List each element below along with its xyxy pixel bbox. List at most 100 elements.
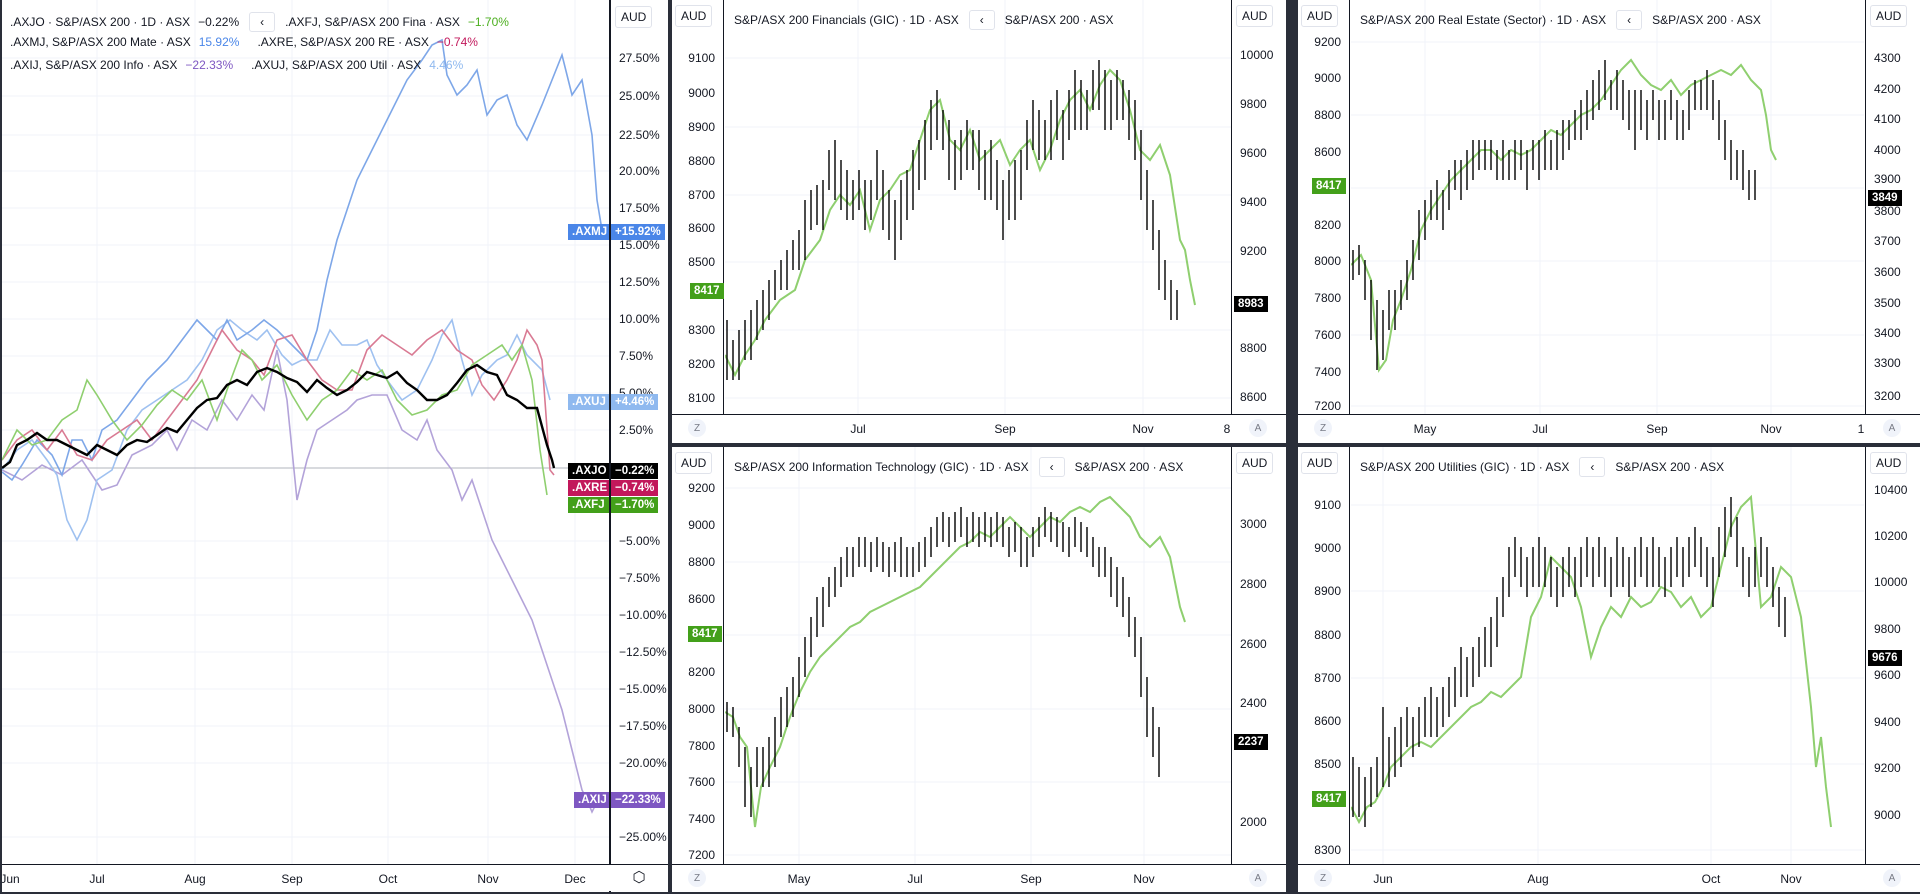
financials-chart-svg [725,0,1231,414]
legend-main-change: −0.22% [198,15,240,29]
right-price-axis[interactable]: AUD 10000 9800 9600 9400 9200 8800 8600 … [1231,0,1286,414]
left-price-axis[interactable]: AUD 9100 9000 8900 8800 8700 8600 8500 8… [672,0,724,414]
comparison-chart-svg [2,0,609,864]
legend-compare-axuj[interactable]: .AXUJ, S&P/ASX 200 Util · ASX [251,58,422,72]
currency-label-left[interactable]: AUD [1301,452,1339,474]
time-axis[interactable]: Z Jun Aug Oct Nov A [1298,864,1920,891]
right-price-axis[interactable]: AUD 4300 4200 4100 4000 3900 3800 3700 3… [1865,0,1920,414]
series-title[interactable]: S&P/ASX 200 Financials (GIC) · 1D · ASX [734,13,959,27]
y-tick: 3400 [1874,326,1901,340]
badge-axjo-symbol: .AXJO [568,463,611,479]
currency-label-right[interactable]: AUD [1236,452,1274,474]
zoom-z-button[interactable]: Z [1314,419,1332,437]
series-title[interactable]: S&P/ASX 200 Real Estate (Sector) · 1D · … [1360,13,1607,27]
compare-series-title[interactable]: S&P/ASX 200 · ASX [1652,13,1761,27]
badge-axuj-symbol: .AXUJ [568,394,610,410]
realestate-plot-area[interactable] [1351,0,1864,414]
auto-scale-a-button[interactable]: A [1883,419,1901,437]
y-tick: 9000 [688,86,715,100]
currency-label-left[interactable]: AUD [1301,5,1339,27]
utilities-plot-area[interactable] [1351,447,1864,864]
y-tick: 3000 [1240,517,1267,531]
legend-compare-axfj[interactable]: .AXFJ, S&P/ASX 200 Fina · ASX [285,15,460,29]
compare-series-title[interactable]: S&P/ASX 200 · ASX [1615,460,1725,474]
legend-axfj-change: −1.70% [467,15,509,29]
currency-label-right[interactable]: AUD [1236,5,1274,27]
compare-series-title[interactable]: S&P/ASX 200 · ASX [1074,460,1184,474]
x-tick: Oct [378,872,398,886]
x-tick: May [787,872,811,886]
legend-row-1: .AXJO · S&P/ASX 200 · 1D · ASX −0.22% ‹ … [10,12,509,32]
y-tick: 8200 [688,665,715,679]
infotech-plot-area[interactable] [725,447,1231,864]
y-tick: 2600 [1240,637,1267,651]
y-tick: 8500 [1314,757,1341,771]
left-price-axis[interactable]: AUD 9100 9000 8900 8800 8700 8600 8500 8… [1298,447,1350,864]
right-price-axis[interactable]: AUD 3000 2800 2600 2400 2000 2237 [1231,447,1286,864]
comparison-chart-panel[interactable]: .AXJO · S&P/ASX 200 · 1D · ASX −0.22% ‹ … [2,0,668,892]
currency-label-left[interactable]: AUD [675,452,713,474]
y-tick: 3700 [1874,234,1901,248]
legend-axmj-change: 15.92% [198,35,240,49]
compare-series-title[interactable]: S&P/ASX 200 · ASX [1004,13,1114,27]
percent-price-axis[interactable]: AUD 27.50% 25.00% 22.50% 20.00% 17.50% 1… [611,0,668,864]
y-tick: 8600 [1314,714,1341,728]
legend-compare-axre[interactable]: .AXRE, S&P/ASX 200 RE · ASX [257,35,429,49]
settings-icon[interactable]: ⬡ [632,869,646,886]
y-tick: 8800 [1314,628,1341,642]
auto-scale-a-button[interactable]: A [1249,869,1267,887]
realestate-chart-panel[interactable]: AUD 9200 9000 8800 8600 8200 8000 7800 7… [1298,0,1920,443]
auto-scale-a-button[interactable]: A [1883,869,1901,887]
legend-compare-axmj[interactable]: .AXMJ, S&P/ASX 200 Mate · ASX [10,35,191,49]
currency-label-right[interactable]: AUD [1870,452,1908,474]
collapse-legend-chevron-icon[interactable]: ‹ [1616,10,1643,30]
right-price-axis[interactable]: AUD 10400 10200 10000 9800 9600 9400 920… [1865,447,1920,864]
price-axis-divider [609,0,611,892]
currency-label[interactable]: AUD [615,6,653,28]
y-tick: 8300 [688,323,715,337]
auto-scale-a-button[interactable]: A [1249,419,1267,437]
financials-plot-area[interactable] [725,0,1231,414]
currency-label-left[interactable]: AUD [675,5,713,27]
collapse-legend-chevron-icon[interactable]: ‹ [1579,457,1606,477]
collapse-legend-chevron-icon[interactable]: ‹ [968,10,995,30]
zoom-z-button[interactable]: Z [688,869,706,887]
y-tick: 9600 [1874,668,1901,682]
badge-axre-symbol: .AXRE [568,480,612,496]
y-tick: −15.00% [619,682,667,696]
legend-compare-axij[interactable]: .AXIJ, S&P/ASX 200 Info · ASX [10,58,178,72]
currency-label-right[interactable]: AUD [1870,5,1908,27]
utilities-chart-panel[interactable]: AUD 9100 9000 8900 8800 8700 8600 8500 8… [1298,447,1920,892]
time-axis[interactable]: Z May Jul Sep Nov 1 A [1298,414,1920,441]
time-axis[interactable]: Jun Jul Aug Sep Oct Nov Dec ⬡ [2,864,668,891]
badge-axfj-symbol: .AXFJ [568,497,609,513]
left-price-axis[interactable]: AUD 9200 9000 8800 8600 8200 8000 7800 7… [1298,0,1350,414]
y-tick: 7.50% [619,349,654,363]
legend-axuj-change: 4.46% [429,58,464,72]
infotech-chart-panel[interactable]: AUD 9200 9000 8800 8600 8200 8000 7800 7… [672,447,1286,892]
y-tick: 8600 [688,592,715,606]
y-tick: 8700 [1314,671,1341,685]
comparison-plot-area[interactable]: .AXJO · S&P/ASX 200 · 1D · ASX −0.22% ‹ … [2,0,612,864]
utilities-chart-svg [1351,447,1864,864]
badge-axjo-value: −0.22% [611,463,659,479]
y-tick: −10.00% [619,608,667,622]
legend-main-symbol[interactable]: .AXJO · S&P/ASX 200 · 1D · ASX [10,15,191,29]
series-title[interactable]: S&P/ASX 200 Information Technology (GIC)… [734,460,1029,474]
series-title[interactable]: S&P/ASX 200 Utilities (GIC) · 1D · ASX [1360,460,1570,474]
y-tick: 9100 [1314,498,1341,512]
collapse-legend-chevron-icon[interactable]: ‹ [1038,457,1065,477]
zoom-z-button[interactable]: Z [688,419,706,437]
left-last-price-badge: 8417 [690,283,724,299]
y-tick: 8100 [688,391,715,405]
time-axis[interactable]: Z May Jul Sep Nov A [672,864,1286,891]
y-tick: 9000 [688,518,715,532]
y-tick: 9800 [1240,97,1267,111]
y-tick: 8700 [688,188,715,202]
zoom-z-button[interactable]: Z [1314,869,1332,887]
y-tick: 8800 [1240,341,1267,355]
time-axis[interactable]: Z Jul Sep Nov 8 A [672,414,1286,441]
financials-chart-panel[interactable]: AUD 9100 9000 8900 8800 8700 8600 8500 8… [672,0,1286,443]
collapse-legend-chevron-icon[interactable]: ‹ [249,12,276,32]
left-price-axis[interactable]: AUD 9200 9000 8800 8600 8200 8000 7800 7… [672,447,724,864]
